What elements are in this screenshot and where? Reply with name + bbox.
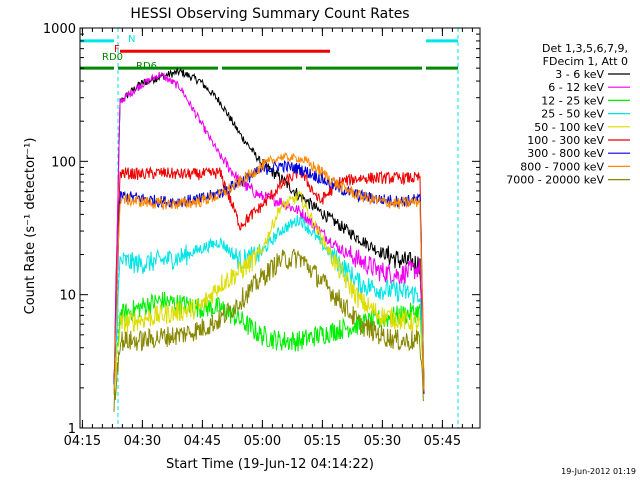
series-line-4 [113, 190, 425, 389]
legend-label-3: 25 - 50 keV [541, 108, 604, 121]
y-tick-label-0: 1 [68, 422, 76, 437]
flag-label-f: F [114, 44, 120, 55]
x-tick-label-6: 05:45 [424, 434, 461, 449]
series-line-8 [113, 248, 425, 412]
legend-label-6: 300 - 800 keV [527, 147, 604, 160]
y-tick-label-2: 100 [51, 155, 76, 170]
y-axis-label: Count Rate (s⁻¹ detector⁻¹) [23, 138, 38, 315]
x-tick-label-1: 04:30 [124, 434, 161, 449]
x-tick-label-0: 04:15 [64, 434, 101, 449]
chart-title: HESSI Observing Summary Count Rates [130, 6, 409, 22]
y-tick-label-1: 10 [59, 289, 76, 304]
legend-label-4: 50 - 100 keV [534, 121, 604, 134]
legend-header-line-2: FDecim 1, Att 0 [543, 55, 628, 68]
legend-label-2: 12 - 25 keV [541, 94, 604, 107]
plot-timestamp: 19-Jun-2012 01:19 [561, 467, 636, 476]
x-tick-label-3: 05:00 [244, 434, 281, 449]
series-line-1 [113, 71, 425, 392]
x-tick-label-2: 04:45 [184, 434, 221, 449]
legend-label-7: 800 - 7000 keV [520, 160, 604, 173]
legend-label-1: 6 - 12 keV [548, 81, 604, 94]
series-line-5 [113, 165, 425, 383]
legend-label-8: 7000 - 20000 keV [506, 174, 604, 187]
x-tick-label-4: 05:15 [304, 434, 341, 449]
flag-label-rd0: RD0 [102, 52, 123, 63]
y-tick-label-3: 1000 [43, 22, 76, 37]
series-line-7 [113, 151, 425, 394]
x-axis-label: Start Time (19-Jun-12 04:14:22) [166, 457, 374, 472]
flag-label-n: N [128, 34, 135, 45]
flag-label-rd6: RD6 [136, 61, 157, 72]
plot-frame [79, 27, 481, 429]
legend-header-line-1: Det 1,3,5,6,7,9, [542, 42, 628, 55]
legend-label-5: 100 - 300 keV [527, 134, 604, 147]
legend-label-0: 3 - 6 keV [555, 68, 604, 81]
x-tick-label-5: 05:30 [364, 434, 401, 449]
